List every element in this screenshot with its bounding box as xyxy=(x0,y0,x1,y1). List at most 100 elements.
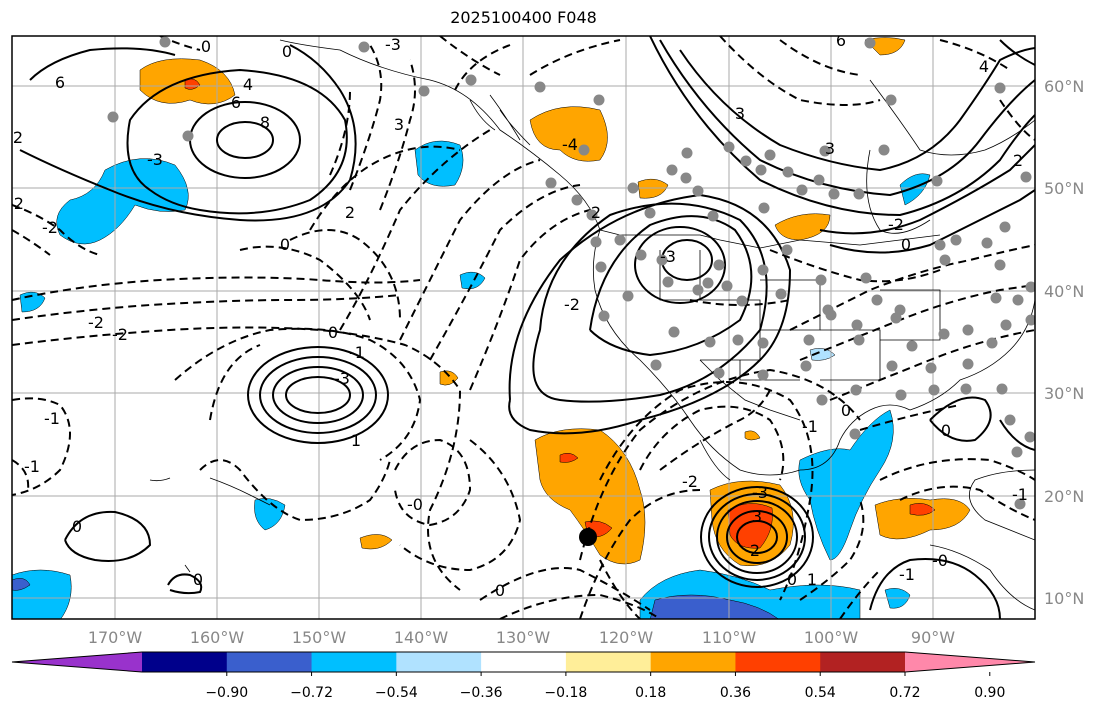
lon-tick-label: 130°W xyxy=(496,628,551,647)
contour-label: 1 xyxy=(351,431,361,450)
contour-label: -3 xyxy=(752,483,768,502)
colorbar-segment xyxy=(311,652,397,672)
contour-label: 0 xyxy=(72,517,82,536)
colorbar-tick-label: 0.54 xyxy=(805,685,836,701)
contour-label: -2 xyxy=(682,472,698,491)
colorbar-segment xyxy=(481,652,567,672)
contour-label: -1 xyxy=(349,343,365,362)
contour-label: -1 xyxy=(802,417,818,436)
red-region xyxy=(559,452,579,463)
map-title: 2025100400 F048 xyxy=(450,8,597,27)
colorbar: −0.90 −0.72 −0.54 −0.36 −0.18 0.18 0.36 0.54 0.7… xyxy=(11,651,1036,701)
contour-label: 2 xyxy=(591,203,601,222)
station-dots xyxy=(107,36,1035,510)
lon-tick-label: 160°W xyxy=(190,628,245,647)
colorbar-extend-min xyxy=(12,652,142,672)
contour-label: -2 xyxy=(888,215,904,234)
contour-label: 4 xyxy=(979,57,989,76)
colorbar-tick-label: −0.36 xyxy=(460,685,503,701)
colorbar-segment xyxy=(820,652,906,672)
lon-tick-label: 100°W xyxy=(804,628,859,647)
contour-label: -4 xyxy=(562,135,578,154)
contour-label: 2 xyxy=(1013,151,1023,170)
contour-label: 6 xyxy=(55,73,65,92)
contour-label: 3 xyxy=(825,139,835,158)
red-region xyxy=(909,503,936,516)
contour-label: 8 xyxy=(260,113,270,132)
contour-label: -3 xyxy=(147,150,163,169)
cyan-region xyxy=(459,271,486,290)
contour-label: 0 xyxy=(787,570,797,589)
colorbar-segment xyxy=(650,652,736,672)
dashed-contours xyxy=(12,36,1035,619)
contour-label: 3 xyxy=(752,507,762,526)
colorbar-tick-label: −0.54 xyxy=(375,685,418,701)
contour-label: -2 xyxy=(88,313,104,332)
contour-label: 0 xyxy=(328,323,338,342)
longitude-axis: 170°W 160°W 150°W 140°W 130°W 120°W 110°… xyxy=(88,628,955,647)
contour-label: -3 xyxy=(385,35,401,54)
contour-label: -1 xyxy=(24,457,40,476)
colorbar-segment xyxy=(142,652,228,672)
contour-label: 3 xyxy=(394,115,404,134)
contour-label: 0 xyxy=(280,235,290,254)
blue-region xyxy=(649,594,780,619)
lat-tick-label: 40°N xyxy=(1044,282,1084,301)
contour-label: -1 xyxy=(44,409,60,428)
latitude-axis: 60°N 50°N 40°N 30°N 20°N 10°N xyxy=(1044,77,1084,608)
lightblue-region xyxy=(809,348,836,361)
lon-tick-label: 90°W xyxy=(911,628,955,647)
location-marker xyxy=(579,528,597,546)
blue-region xyxy=(12,578,31,591)
cyan-region xyxy=(414,140,464,187)
contour-label: 0 xyxy=(841,401,851,420)
contour-label: 0 xyxy=(941,421,951,440)
lat-tick-label: 10°N xyxy=(1044,589,1084,608)
contour-label: 6 xyxy=(231,93,241,112)
contour-label: 2 xyxy=(345,203,355,222)
contour-label: -2 xyxy=(564,295,580,314)
solid-contours xyxy=(19,36,1035,619)
orange-region xyxy=(359,534,393,550)
colorbar-tick-label: 0.72 xyxy=(889,685,920,701)
lon-tick-label: 150°W xyxy=(292,628,347,647)
colorbar-segment xyxy=(226,652,313,672)
contour-label: -0 xyxy=(932,551,948,570)
gridlines xyxy=(12,36,1035,619)
colorbar-tick-label: 0.90 xyxy=(974,685,1005,701)
map-frame xyxy=(11,35,1036,620)
contour-label: 6 xyxy=(836,31,846,50)
colorbar-extend-max xyxy=(905,652,1035,672)
contour-label: 0 xyxy=(193,570,203,589)
cyan-region xyxy=(798,409,894,561)
orange-region xyxy=(637,178,669,199)
lon-tick-label: 140°W xyxy=(394,628,449,647)
colorbar-tick-label: 0.36 xyxy=(720,685,751,701)
contour-label: 1 xyxy=(807,570,817,589)
lon-tick-label: 170°W xyxy=(88,628,143,647)
contour-label: -0 xyxy=(407,495,423,514)
contour-label: -3 xyxy=(660,247,676,266)
contour-label: 3 xyxy=(735,104,745,123)
colorbar-tick-label: 0.18 xyxy=(635,685,666,701)
contour-label: -2 xyxy=(112,325,128,344)
colorbar-tick-label: −0.18 xyxy=(544,685,587,701)
colorbar-segments xyxy=(11,651,1036,673)
cyan-region xyxy=(899,173,931,206)
shaded-regions xyxy=(12,37,971,619)
cyan-region xyxy=(12,569,72,619)
contour-label: -1 xyxy=(899,565,915,584)
lat-tick-label: 30°N xyxy=(1044,384,1084,403)
orange-region xyxy=(744,430,761,441)
contour-label: 2 xyxy=(13,128,23,147)
contour-label: -3 xyxy=(334,369,350,388)
cyan-region xyxy=(254,498,286,531)
colorbar-segment xyxy=(565,652,652,672)
lon-tick-label: 120°W xyxy=(599,628,654,647)
colorbar-segment xyxy=(735,652,821,672)
contour-label: -2 xyxy=(8,194,24,213)
lat-tick-label: 60°N xyxy=(1044,77,1084,96)
contour-label: -1 xyxy=(1012,485,1028,504)
colorbar-tick-label: −0.72 xyxy=(290,685,333,701)
